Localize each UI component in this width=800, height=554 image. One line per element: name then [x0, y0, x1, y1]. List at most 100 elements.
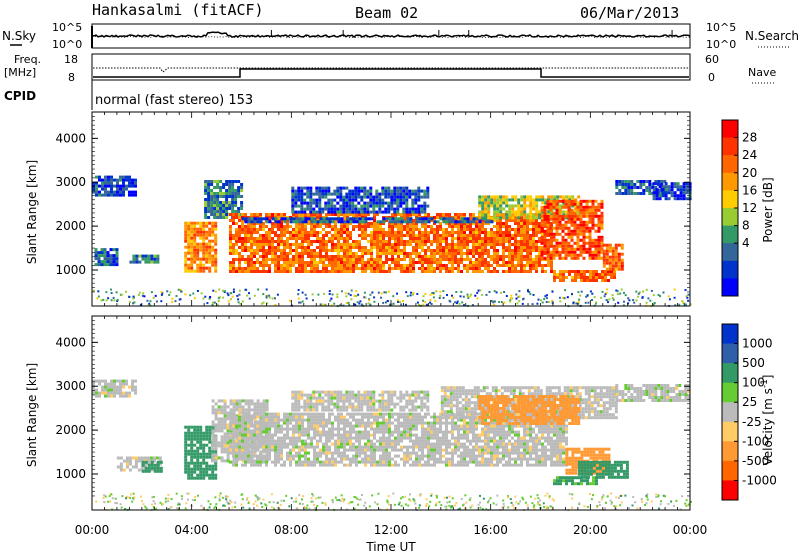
velocity-echo-region — [291, 390, 430, 412]
range-tick-label: 3000 — [55, 175, 86, 189]
power-echo-region — [229, 213, 553, 273]
velocity-echo-region — [478, 395, 581, 425]
time-tick-label: 12:00 — [374, 523, 409, 537]
sky-tick-bottom: 10^0 — [52, 38, 82, 51]
power-echo-region — [184, 221, 218, 273]
velocity-echo-region — [141, 460, 163, 473]
colorbar-segment — [722, 363, 738, 384]
power-panel-frame — [91, 111, 691, 307]
range-tick-label: 2000 — [55, 423, 86, 437]
search-tick-bottom: 10^0 — [706, 38, 736, 51]
range-tick-label: 1000 — [55, 263, 86, 277]
time-axis: 00:00 04:00 08:00 12:00 16:00 20:00 00:00 — [75, 523, 708, 537]
freq-panel-frame — [91, 53, 691, 81]
colorbar-segment — [722, 243, 738, 262]
colorbar-tick-label: 12 — [742, 201, 757, 215]
nave-tick-top: 60 — [705, 53, 719, 66]
nave-trace — [93, 68, 689, 78]
velocity-colorbar-label: Velocity [m s-1] — [760, 375, 775, 466]
near-range-speckle — [92, 288, 692, 308]
velocity-echo-region — [553, 476, 598, 486]
colorbar-tick-label: -100 — [742, 434, 769, 448]
sky-tick-top: 10^5 — [52, 21, 82, 34]
power-echoes — [92, 175, 692, 308]
station-title: Hankasalmi (fitACF) — [92, 1, 264, 19]
search-tick-top: 10^5 — [706, 21, 736, 34]
colorbar-tick-label: 20 — [742, 166, 757, 180]
sky-label: N.Sky — [2, 29, 36, 43]
near-range-speckle — [95, 492, 692, 512]
power-ylabel: Slant Range [km] — [25, 160, 39, 264]
power-echo-region — [92, 175, 137, 197]
nave-label: Nave — [748, 66, 776, 79]
colorbar-tick-label: -25 — [742, 415, 762, 429]
time-axis-label: Time UT — [365, 540, 416, 554]
colorbar-tick-label: 4 — [742, 236, 750, 250]
time-tick-label: 16:00 — [473, 523, 508, 537]
frequency-trace — [93, 67, 689, 73]
colorbar-tick-label: 500 — [742, 356, 765, 370]
colorbar-segment — [722, 421, 738, 442]
colorbar-segment — [722, 278, 738, 297]
colorbar-tick-label: 24 — [742, 148, 757, 162]
colorbar-segment — [722, 155, 738, 174]
range-tick-label: 3000 — [55, 379, 86, 393]
beam-label: Beam 02 — [355, 4, 418, 22]
colorbar-segment — [722, 382, 738, 403]
colorbar-segment — [722, 137, 738, 156]
mode-label: normal (fast stereo) 153 — [95, 93, 253, 108]
colorbar-segment — [722, 208, 738, 227]
cpid-label: CPID — [4, 89, 36, 103]
freq-tick-bottom: 8 — [68, 71, 75, 84]
sky-noise-trace — [92, 31, 691, 38]
search-label: N.Search — [745, 29, 799, 43]
power-echo-region — [241, 217, 494, 224]
power-echo-region — [602, 243, 624, 271]
colorbar-segment — [722, 460, 738, 481]
colorbar-tick-label: 25 — [742, 395, 757, 409]
velocity-ylabel: Slant Range [km] — [25, 363, 39, 467]
colorbar-tick-label: 100 — [742, 376, 765, 390]
range-tick-label: 4000 — [55, 335, 86, 349]
colorbar-segment — [722, 324, 738, 345]
velocity-panel-ticks: 1000 2000 3000 4000 — [55, 316, 691, 510]
sky-panel: N.Sky 10^5 10^0 10^5 10^0 N.Search — [2, 21, 799, 51]
colorbar-tick-label: 1000 — [742, 337, 773, 351]
power-echo-region — [291, 186, 430, 214]
colorbar-segment — [722, 402, 738, 423]
power-colorbar: 28 24 20 16 12 8 4 — [721, 119, 757, 297]
velocity-colorbar: 1000 500 100 25 -25 -100 -500 -1000 — [721, 323, 777, 501]
velocity-echo-region — [229, 412, 568, 467]
colorbar-segment — [722, 480, 738, 501]
colorbar-segment — [722, 225, 738, 244]
colorbar-tick-label: -500 — [742, 454, 769, 468]
time-tick-label: 20:00 — [573, 523, 608, 537]
freq-unit: [MHz] — [4, 66, 36, 79]
power-echo-region — [204, 180, 244, 219]
freq-panel: Freq. [MHz] 18 8 60 0 Nave CPID normal (… — [4, 53, 776, 110]
velocity-panel: 1000 2000 3000 4000 Slant Range [km] 1000 50… — [25, 315, 777, 512]
time-tick-label: 00:00 — [673, 523, 708, 537]
colorbar-segment — [722, 190, 738, 209]
freq-label: Freq. — [14, 53, 41, 66]
colorbar-tick-label: 28 — [742, 131, 757, 145]
colorbar-tick-label: -1000 — [742, 473, 777, 487]
colorbar-segment — [722, 260, 738, 279]
time-tick-label: 04:00 — [174, 523, 209, 537]
power-echo-region — [553, 270, 616, 282]
power-echo-region — [615, 180, 667, 195]
power-panel: 1000 2000 3000 4000 Slant Range [km] 28 24 20… — [25, 111, 775, 308]
nave-tick-bottom: 0 — [708, 71, 715, 84]
velocity-echo-region — [615, 384, 691, 402]
time-tick-label: 00:00 — [75, 523, 110, 537]
colorbar-tick-label: 16 — [742, 183, 757, 197]
power-echo-region — [129, 254, 160, 264]
power-echo-region — [540, 199, 604, 260]
velocity-echo-region — [577, 460, 629, 479]
search-noise-trace — [91, 35, 691, 39]
range-tick-label: 4000 — [55, 131, 86, 145]
range-tick-label: 2000 — [55, 219, 86, 233]
time-tick-label: 08:00 — [274, 523, 309, 537]
power-colorbar-label: Power [dB] — [761, 177, 775, 242]
